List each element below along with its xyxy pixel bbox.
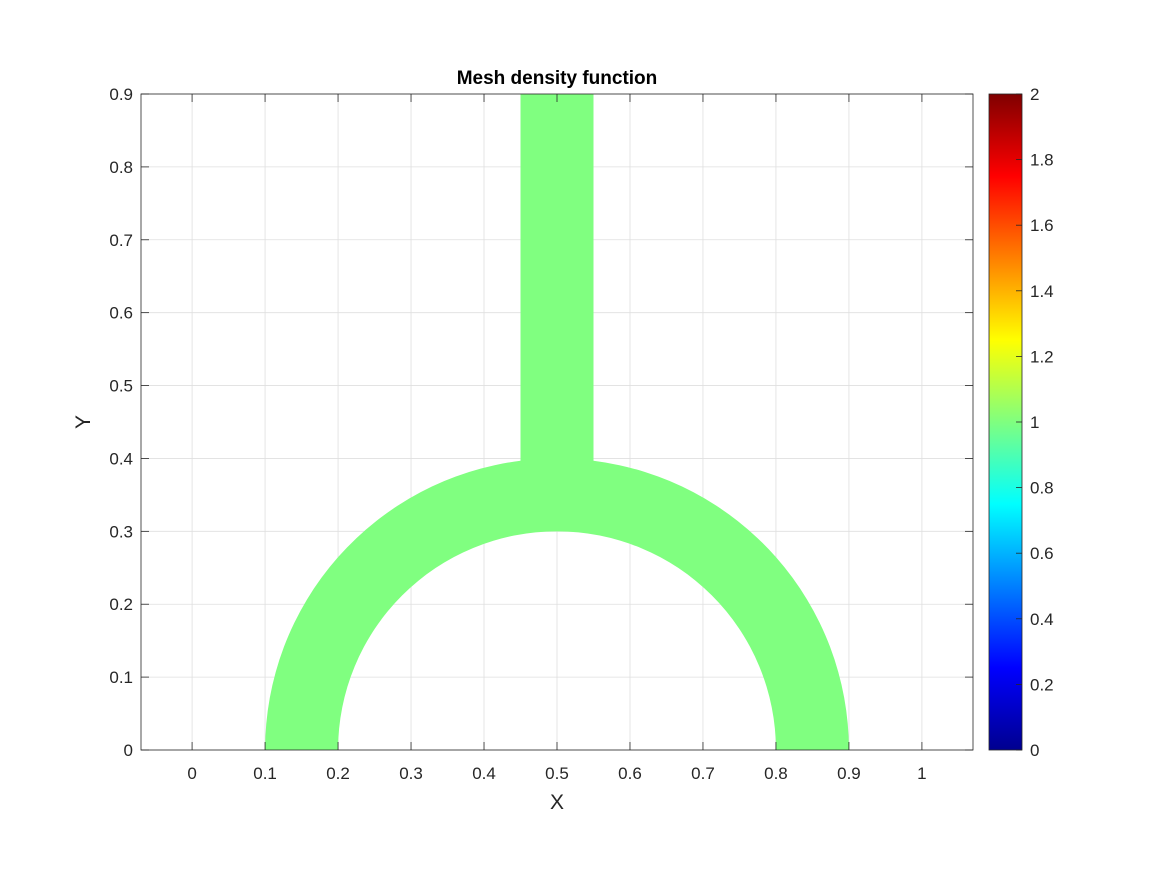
x-tick-label: 0.1	[253, 764, 277, 783]
y-tick-label: 0	[124, 741, 133, 760]
colorbar-tick-label: 2	[1030, 85, 1039, 104]
y-tick-label: 0.1	[109, 668, 133, 687]
y-tick-label: 0.2	[109, 595, 133, 614]
colorbar-ticks: 0 0.2 0.4 0.6 0.8 1 1.2 1.4 1.6 1.8 2	[1016, 85, 1054, 760]
colorbar-tick-label: 1.8	[1030, 151, 1054, 170]
mesh-density-domain	[265, 94, 849, 750]
colorbar-tick-label: 1.4	[1030, 282, 1054, 301]
x-tick-label: 0	[187, 764, 196, 783]
y-tick-label: 0.9	[109, 85, 133, 104]
y-axis-label: Y	[72, 415, 95, 429]
x-tick-label: 0.5	[545, 764, 569, 783]
y-tick-label: 0.3	[109, 522, 133, 541]
x-tick-label: 0.9	[837, 764, 861, 783]
axis-ticks: 0 0.1 0.2 0.3 0.4 0.5 0.6 0.7 0.8 0.9 1 0 0.1 0.2 0.3 0…	[109, 85, 973, 783]
x-tick-label: 1	[917, 764, 926, 783]
y-tick-label: 0.4	[109, 449, 133, 468]
x-axis-label: X	[550, 791, 564, 814]
plot-area-border	[140, 93, 974, 751]
x-tick-label: 0.4	[472, 764, 496, 783]
chart-title: Mesh density function	[457, 68, 658, 89]
y-tick-label: 0.5	[109, 377, 133, 396]
y-tick-label: 0.6	[109, 304, 133, 323]
colorbar-tick-label: 0.6	[1030, 544, 1054, 563]
x-tick-label: 0.2	[326, 764, 350, 783]
colorbar-tick-label: 0	[1030, 741, 1039, 760]
colorbar-tick-label: 0.4	[1030, 610, 1054, 629]
colorbar-tick-label: 0.8	[1030, 479, 1054, 498]
colorbar: 0 0.2 0.4 0.6 0.8 1 1.2 1.4 1.6 1.8 2	[988, 85, 1054, 760]
colorbar-tick-label: 0.2	[1030, 675, 1054, 694]
colorbar-tick-label: 1.2	[1030, 347, 1054, 366]
x-tick-label: 0.8	[764, 764, 788, 783]
y-tick-label: 0.7	[109, 231, 133, 250]
y-tick-label: 0.8	[109, 158, 133, 177]
colorbar-tick-label: 1.6	[1030, 216, 1054, 235]
x-tick-label: 0.7	[691, 764, 715, 783]
x-tick-label: 0.6	[618, 764, 642, 783]
colorbar-tick-label: 1	[1030, 413, 1039, 432]
x-tick-label: 0.3	[399, 764, 423, 783]
